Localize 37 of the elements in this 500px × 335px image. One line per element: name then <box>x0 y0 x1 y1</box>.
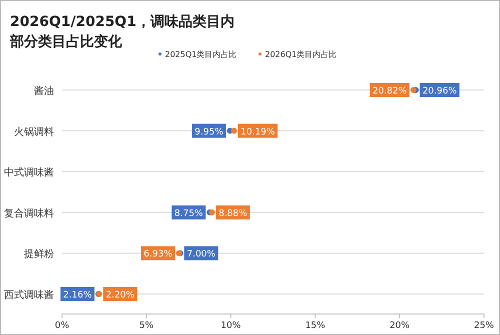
x-tick-label: 0% <box>54 321 70 331</box>
y-tick-label: 火锅调料 <box>14 126 54 138</box>
y-tick-label: 提鲜粉 <box>24 248 54 260</box>
data-label: 9.95% <box>192 124 226 138</box>
y-tick-label: 酱油 <box>34 85 54 97</box>
legend-label: 2026Q1类目内占比 <box>265 50 337 59</box>
data-label: 2.20% <box>106 290 135 300</box>
data-label: 8.88% <box>218 208 248 219</box>
x-tick-label: 5% <box>139 321 154 331</box>
y-tick-label: 中式调味酱 <box>4 166 54 179</box>
point <box>410 87 416 93</box>
x-tick-label: 20% <box>390 321 410 331</box>
x-tick-label: 25% <box>474 321 494 331</box>
data-label: 20.96% <box>422 86 458 96</box>
data-label: 2.16% <box>60 287 94 301</box>
y-tick-label: 复合调味料 <box>4 207 54 220</box>
data-label: 10.19% <box>238 124 278 138</box>
data-label: 20.82% <box>372 86 408 96</box>
data-label: 8.88% <box>216 205 250 220</box>
data-label: 7.00% <box>186 250 216 260</box>
y-tick-label: 西式调味酱 <box>4 289 54 301</box>
data-label: 8.75% <box>174 208 204 219</box>
x-tick-label: 10% <box>220 321 242 331</box>
data-label: 8.75% <box>172 205 206 220</box>
data-label: 10.19% <box>240 127 276 138</box>
data-label: 9.95% <box>194 127 224 138</box>
data-label: 20.82% <box>370 83 410 97</box>
data-label: 6.93% <box>144 250 173 260</box>
legend-label: 2025Q1类目内占比 <box>165 50 237 59</box>
data-label: 2.16% <box>63 290 92 300</box>
data-label: 20.96% <box>420 83 460 97</box>
chart-title: 2026Q1/2025Q1，调味品类目内部分类目占比变化 <box>9 14 234 50</box>
data-label: 2.20% <box>103 287 138 301</box>
data-label: 6.93% <box>140 246 175 260</box>
point <box>231 128 238 134</box>
x-tick-label: 15% <box>305 321 326 331</box>
data-label: 7.00% <box>184 246 218 260</box>
